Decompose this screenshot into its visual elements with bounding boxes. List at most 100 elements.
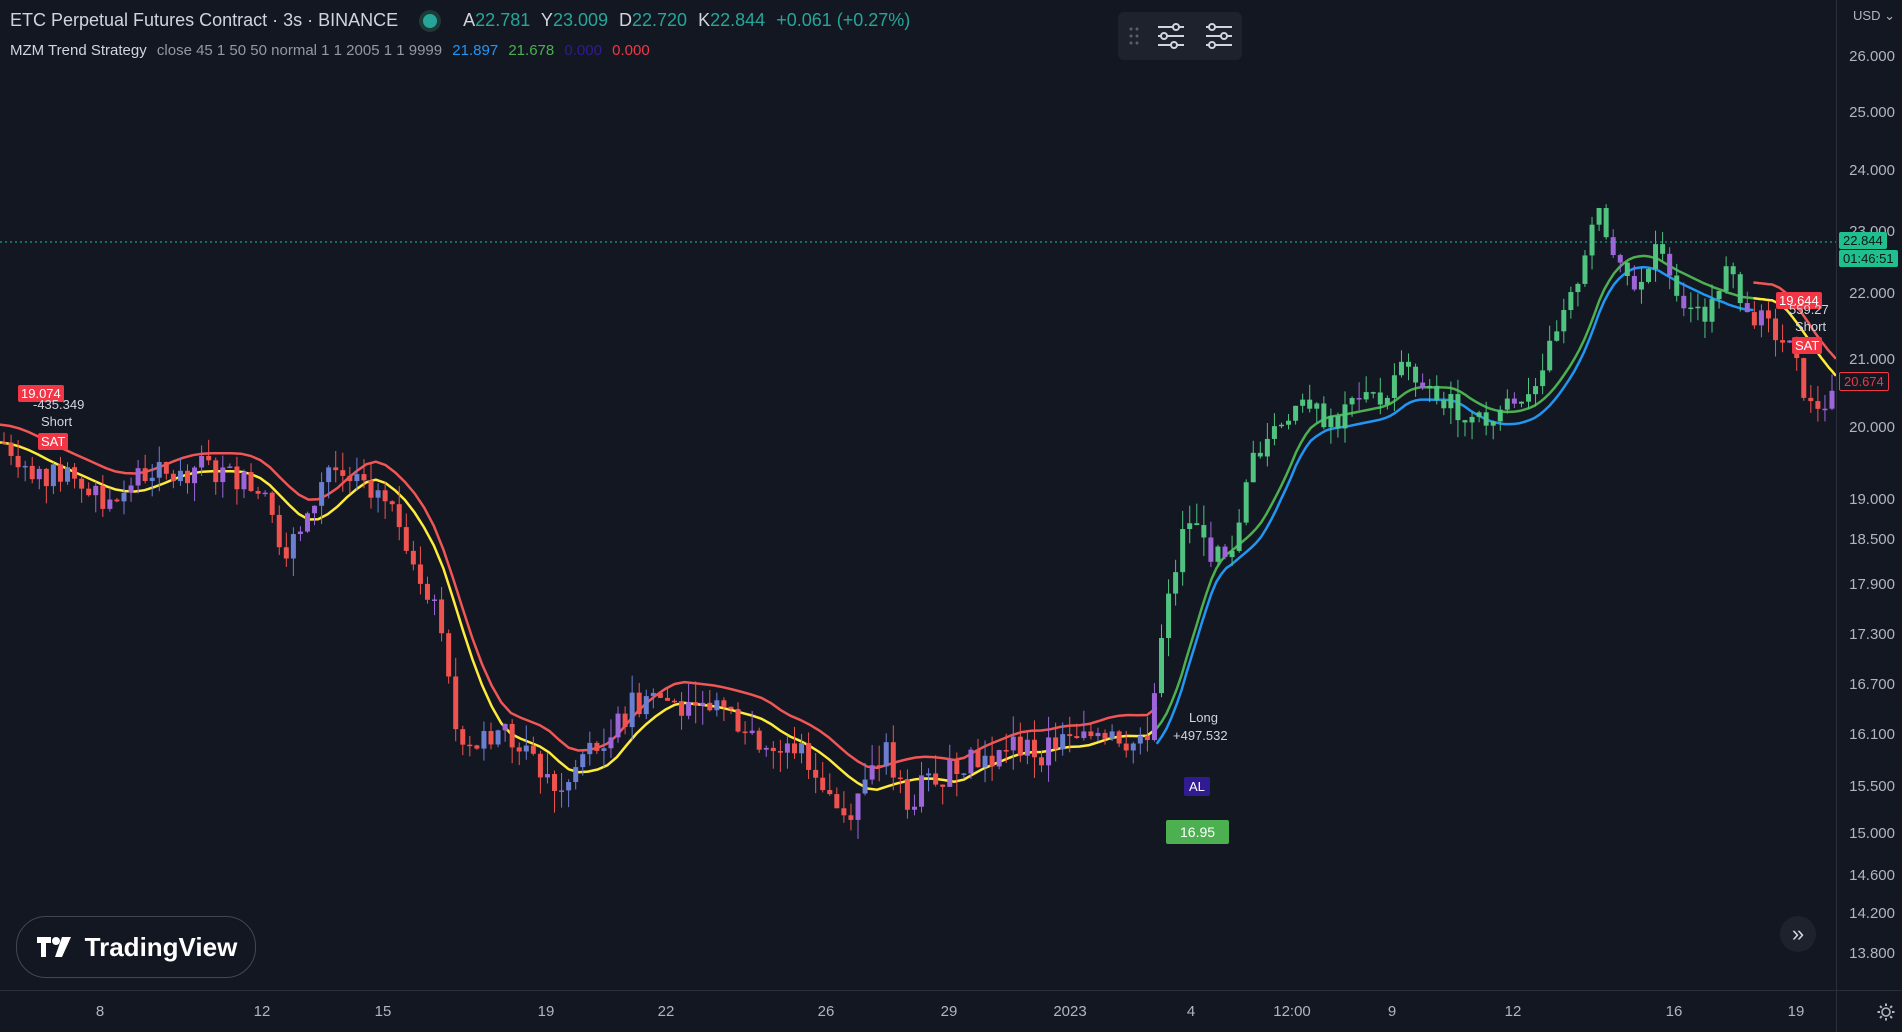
candle: [1526, 377, 1532, 410]
trade-signal-label: Short: [1795, 319, 1827, 334]
time-axis-label: 4: [1186, 1003, 1196, 1020]
time-axis-label: 9: [1387, 1003, 1397, 1020]
candle: [1391, 363, 1397, 412]
candle: [862, 762, 868, 796]
price-axis[interactable]: USD ⌄ 26.00025.00024.00023.00022.00021.0…: [1836, 0, 1902, 990]
candle: [50, 462, 56, 495]
candle: [297, 526, 303, 542]
candle: [1476, 410, 1482, 423]
candle: [763, 745, 769, 757]
candle: [679, 692, 685, 730]
price-axis-label: 22.000: [1849, 285, 1895, 302]
candle: [57, 456, 63, 492]
chart-settings-corner: [1836, 990, 1902, 1032]
candle: [22, 460, 28, 482]
symbol-title[interactable]: ETC Perpetual Futures Contract · 3s · BI…: [10, 10, 399, 30]
time-axis-label: 12:00: [1273, 1003, 1311, 1020]
candle: [1730, 262, 1736, 289]
candle: [72, 463, 78, 489]
candle: [29, 456, 35, 484]
candle: [1780, 324, 1786, 353]
candle: [1222, 544, 1228, 560]
time-axis-label: 19: [537, 1003, 555, 1020]
candle: [396, 485, 402, 541]
candle: [100, 475, 106, 517]
candle: [1271, 413, 1277, 446]
candle: [657, 690, 663, 698]
candle: [1088, 723, 1094, 740]
candle: [1187, 505, 1193, 544]
candle: [1773, 308, 1779, 357]
candle: [502, 723, 508, 742]
candle: [206, 439, 212, 466]
candle: [474, 744, 480, 750]
candle: [1695, 293, 1701, 321]
candle: [1342, 391, 1348, 443]
candle: [770, 741, 776, 769]
candle: [1201, 505, 1207, 557]
sell-marker[interactable]: SAT: [38, 433, 69, 450]
candle: [269, 491, 275, 523]
price-axis-label: 17.900: [1849, 576, 1895, 593]
price-axis-label: 24.000: [1849, 162, 1895, 179]
candle: [1257, 441, 1263, 459]
drag-handle-icon[interactable]: [1128, 26, 1142, 46]
candle: [1194, 503, 1200, 526]
time-axis[interactable]: 8 12 15 19 22 26 29 2023 4 12:00 9 12 16 19: [0, 990, 1836, 1032]
candle: [728, 706, 734, 715]
candle: [1561, 298, 1567, 344]
candle: [319, 472, 325, 524]
indicator-name[interactable]: MZM Trend Strategy: [10, 42, 147, 59]
candle: [1518, 401, 1524, 408]
sell-marker[interactable]: SAT: [1792, 337, 1823, 354]
indicator-legend[interactable]: MZM Trend Strategy close 45 1 50 50 norm…: [10, 42, 656, 59]
candle: [686, 683, 692, 720]
candle: [622, 706, 628, 735]
candle: [170, 469, 176, 489]
candle: [594, 740, 600, 754]
candle: [1335, 412, 1341, 438]
candle: [559, 773, 565, 808]
time-axis-label: 29: [940, 1003, 958, 1020]
market-status-icon[interactable]: [423, 14, 438, 29]
candle: [636, 682, 642, 718]
currency-selector[interactable]: USD ⌄: [1853, 8, 1895, 24]
candle: [347, 466, 353, 494]
candle: [1236, 509, 1242, 553]
short-trend-band-2-lower-line: [1753, 296, 1836, 377]
candle: [1610, 229, 1616, 258]
price-chart[interactable]: [0, 0, 1836, 990]
tradingview-logo[interactable]: TradingView: [16, 916, 256, 978]
object-tree-icon[interactable]: [1156, 22, 1186, 50]
candle: [107, 487, 113, 512]
buy-marker[interactable]: AL: [1184, 777, 1210, 796]
chart-pane[interactable]: ETC Perpetual Futures Contract · 3s · BI…: [0, 0, 1836, 990]
candle: [1307, 384, 1313, 413]
data-window-icon[interactable]: [1204, 22, 1234, 50]
candle: [481, 721, 487, 761]
candle: [382, 482, 388, 519]
candle: [1363, 376, 1369, 403]
time-axis-label: 12: [1504, 1003, 1522, 1020]
candle: [417, 546, 423, 595]
candle: [1095, 727, 1101, 742]
candle: [1398, 350, 1404, 378]
scroll-to-realtime-button[interactable]: »: [1780, 916, 1816, 952]
candle: [848, 803, 854, 831]
candle: [262, 490, 268, 497]
candle: [1116, 729, 1122, 748]
candle: [1349, 396, 1355, 417]
time-axis-label: 12: [253, 1003, 271, 1020]
candle: [1765, 301, 1771, 333]
candle: [996, 749, 1002, 770]
candle: [1406, 353, 1412, 381]
candle: [1356, 382, 1362, 411]
candle: [664, 688, 670, 701]
candle: [460, 725, 466, 756]
candle: [488, 722, 494, 750]
gear-icon[interactable]: [1877, 1003, 1895, 1021]
last-price-tag: 22.844: [1839, 232, 1887, 249]
ohlc-open-label: A: [463, 10, 476, 30]
candle: [601, 728, 607, 768]
candle: [1377, 377, 1383, 415]
